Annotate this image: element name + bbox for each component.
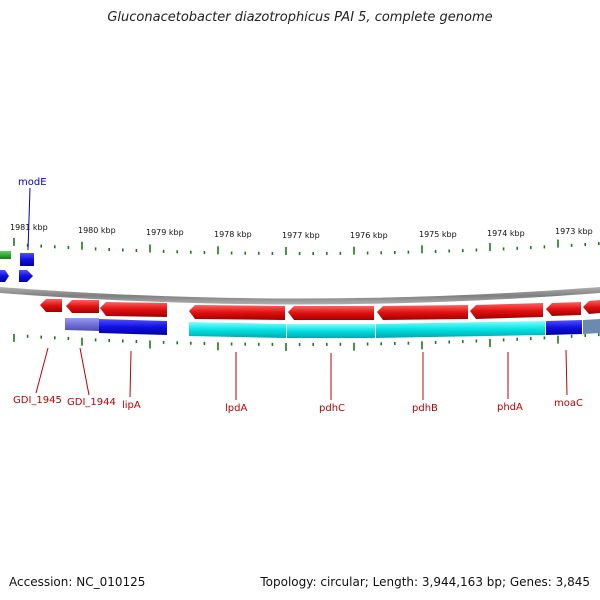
genome-backbone: [0, 287, 600, 305]
kbp-tick-row-upper: [13, 237, 600, 255]
gene-label-modE[interactable]: modE: [18, 177, 47, 188]
gene-arrow-edge[interactable]: [583, 300, 600, 314]
accession-label: Accession: NC_010125: [9, 575, 146, 589]
leader-line-GDI_1945: [35, 347, 49, 394]
kbp-label-1975: 1975 kbp: [419, 230, 457, 239]
genome-stats-label: Topology: circular; Length: 3,944,163 bp…: [260, 575, 590, 589]
kbp-label-1974: 1974 kbp: [487, 229, 525, 238]
cds-bar-edge[interactable]: [583, 319, 600, 334]
genome-title: Gluconacetobacter diazotrophicus PAI 5, …: [107, 10, 493, 25]
gene-label-GDI_1944[interactable]: GDI_1944: [67, 397, 116, 408]
gene-arrow-lipA[interactable]: [100, 302, 167, 317]
cds-bar-moaC[interactable]: [546, 320, 582, 335]
gene-arrow-phdA[interactable]: [470, 303, 543, 319]
kbp-label-1978: 1978 kbp: [214, 230, 252, 239]
kbp-tick-row-lower: [13, 333, 600, 351]
kbp-label-1977: 1977 kbp: [282, 231, 320, 240]
gene-arrow-GDI_1945[interactable]: [40, 299, 62, 312]
cds-bar-GDI_1944[interactable]: [65, 318, 99, 331]
gene-arrow-pdhC[interactable]: [288, 306, 374, 320]
gene-label-GDI_1945[interactable]: GDI_1945: [13, 395, 62, 406]
leader-line-GDI_1944: [79, 347, 90, 396]
gene-arrow-moaC[interactable]: [546, 302, 581, 316]
gene-arrow-pdhB[interactable]: [377, 305, 468, 320]
gene-label-phdA[interactable]: phdA: [497, 402, 523, 413]
kbp-label-1973: 1973 kbp: [555, 227, 593, 236]
gene-label-pdhB[interactable]: pdhB: [412, 403, 438, 414]
gene-arrow-lpdA[interactable]: [189, 305, 285, 320]
cds-bar-pdhC[interactable]: [287, 324, 375, 338]
gene-label-lipA[interactable]: lipA: [122, 400, 141, 411]
gene-label-pdhC[interactable]: pdhC: [319, 403, 345, 414]
kbp-label-1980: 1980 kbp: [78, 226, 116, 235]
kbp-label-1976: 1976 kbp: [350, 231, 388, 240]
gene-feature-green-cds[interactable]: [0, 251, 11, 259]
cds-bar-pdhB[interactable]: [376, 321, 545, 338]
gene-arrow-GDI_1944[interactable]: [66, 300, 99, 313]
kbp-label-1979: 1979 kbp: [146, 228, 184, 237]
cds-bar-lipA[interactable]: [99, 319, 167, 335]
gene-feature-modE-cds[interactable]: [20, 253, 34, 266]
leader-line-modE: [27, 187, 31, 251]
leader-line-lipA: [129, 350, 132, 398]
gene-label-lpdA[interactable]: lpdA: [225, 403, 247, 414]
gene-label-moaC[interactable]: moaC: [554, 398, 583, 409]
cds-bar-lpdA[interactable]: [189, 322, 286, 338]
gene-feature-blue-arrow-left[interactable]: [0, 270, 9, 282]
leader-line-moaC: [565, 349, 568, 396]
gene-feature-blue-arrow[interactable]: [19, 270, 33, 282]
